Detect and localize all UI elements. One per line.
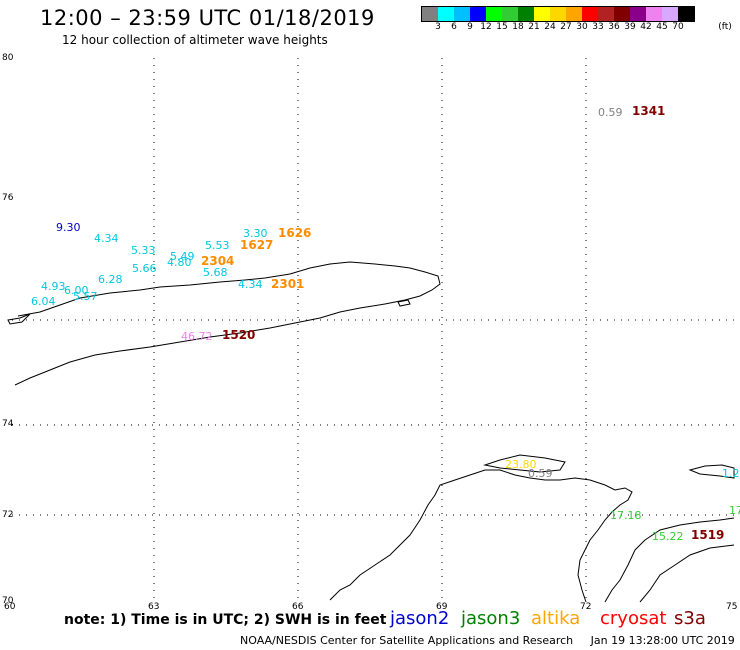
legend-tick-label: 70: [672, 22, 684, 32]
legend-swatch: [534, 7, 550, 21]
legend-swatch: [438, 7, 454, 21]
obs-label: 5.57: [73, 290, 98, 303]
legend-tick-label: 24: [544, 22, 556, 32]
color-scale-legend: [421, 6, 695, 22]
obs-label: 5.53: [205, 239, 230, 252]
legend-tick-label: 9: [467, 22, 473, 32]
legend-swatch: [598, 7, 614, 21]
legend-swatch: [662, 7, 678, 21]
obs-label: 0.59: [528, 467, 553, 480]
legend-swatch: [566, 7, 582, 21]
legend-tick-label: 45: [656, 22, 668, 32]
legend-swatch: [614, 7, 630, 21]
obs-label: 17.18: [610, 509, 642, 522]
footer-credit: NOAA/NESDIS Center for Satellite Applica…: [240, 634, 735, 647]
satellite-jason3: jason3: [461, 608, 521, 629]
obs-label: 23.80: [505, 458, 537, 471]
lon-label-60: 60: [4, 602, 16, 612]
obs-label: 4.34: [238, 278, 263, 291]
obs-label: 0.59: [598, 106, 623, 119]
legend-tick-label: 42: [640, 22, 652, 32]
lat-label-70: 70: [2, 596, 14, 606]
legend-swatch: [518, 7, 534, 21]
legend-tick-label: 15: [496, 22, 508, 32]
lat-label-74: 74: [2, 419, 14, 429]
lat-label-72: 72: [2, 510, 14, 520]
pass-time-label: 2301: [271, 277, 305, 291]
legend-tick-label: 39: [624, 22, 636, 32]
legend-tick-label: 6: [451, 22, 457, 32]
lon-label-75: 75: [726, 602, 738, 612]
footer-note: note: 1) Time is in UTC; 2) SWH is in fe…: [64, 612, 387, 628]
obs-label: 1.2: [722, 467, 740, 480]
obs-label: 46.72: [181, 330, 213, 343]
obs-label: 3.30: [243, 227, 268, 240]
obs-label: 5.33: [131, 244, 156, 257]
legend-swatch: [502, 7, 518, 21]
legend-tick-label: 18: [512, 22, 524, 32]
satellite-altika: altika: [531, 608, 581, 629]
pass-time-label: 1626: [278, 226, 312, 240]
pass-time-label: 2304: [201, 254, 235, 268]
obs-label: 9.30: [56, 221, 81, 234]
legend-swatch: [646, 7, 662, 21]
legend-swatch: [678, 7, 694, 21]
legend-swatch: [630, 7, 646, 21]
lon-label-72: 72: [580, 602, 592, 612]
obs-label: 17: [729, 504, 740, 517]
lon-label-69: 69: [436, 602, 448, 612]
obs-label: 6.00: [64, 284, 89, 297]
obs-label: 6.04: [31, 295, 56, 308]
page-title: 12:00 – 23:59 UTC 01/18/2019: [40, 6, 375, 30]
pass-time-label: 1519: [691, 528, 725, 542]
obs-label: 15.22: [652, 530, 684, 543]
legend-tick-label: 33: [592, 22, 604, 32]
legend-swatch: [470, 7, 486, 21]
legend-tick-label: 27: [560, 22, 572, 32]
credit-text: NOAA/NESDIS Center for Satellite Applica…: [240, 634, 574, 647]
lon-label-66: 66: [292, 602, 304, 612]
obs-label: 4.80: [167, 256, 192, 269]
lat-label-76: 76: [2, 193, 14, 203]
legend-tick-label: 3: [435, 22, 441, 32]
pass-time-label: 1520: [222, 328, 256, 342]
obs-label: 6.28: [98, 273, 123, 286]
obs-label: 5.68: [203, 266, 228, 279]
credit-timestamp: Jan 19 13:28:00 UTC 2019: [590, 634, 735, 647]
legend-swatch: [454, 7, 470, 21]
lon-label-63: 63: [148, 602, 160, 612]
pass-time-label: 1627: [240, 238, 274, 252]
legend-tick-label: 36: [608, 22, 620, 32]
obs-label: 5.49: [170, 250, 195, 263]
satellite-jason2: jason2: [390, 608, 450, 629]
legend-swatch: [422, 7, 438, 21]
legend-swatch: [582, 7, 598, 21]
pass-time-label: 1341: [632, 104, 666, 118]
legend-unit: (ft): [718, 22, 732, 32]
legend-swatch: [486, 7, 502, 21]
satellite-cryosat: cryosat: [600, 608, 667, 629]
lat-label-80: 80: [2, 53, 14, 63]
legend-tick-label: 21: [528, 22, 540, 32]
obs-label: 4.34: [94, 232, 119, 245]
legend-swatch: [550, 7, 566, 21]
coastline: [7, 261, 735, 603]
obs-label: 5.66: [132, 262, 157, 275]
satellite-s3a: s3a: [674, 608, 706, 629]
legend-tick-label: 30: [576, 22, 588, 32]
obs-label: 4.93: [41, 280, 66, 293]
page-subtitle: 12 hour collection of altimeter wave hei…: [62, 33, 328, 47]
legend-tick-label: 12: [480, 22, 492, 32]
